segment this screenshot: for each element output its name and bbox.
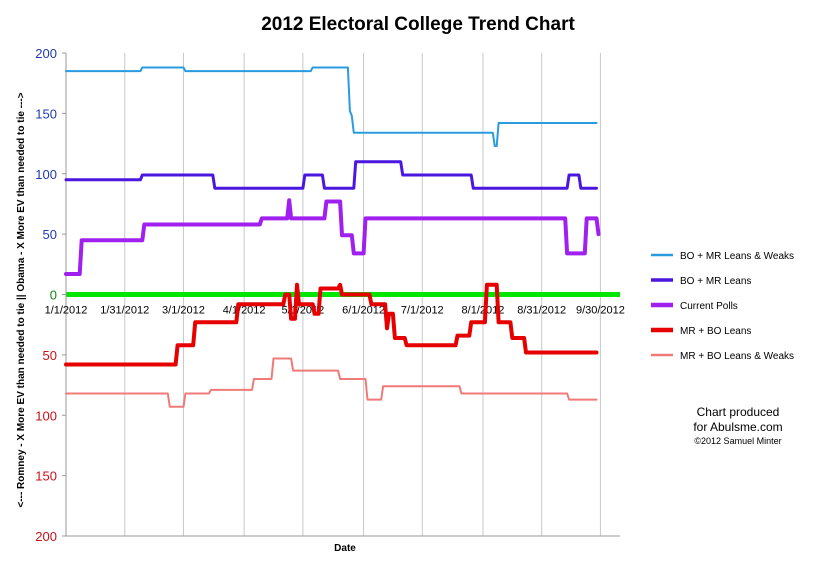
legend-label-0: BO + MR Leans & Weaks bbox=[680, 251, 794, 262]
series-line-3 bbox=[64, 282, 599, 367]
x-tick-label-0: 1/1/2012 bbox=[45, 305, 88, 317]
y-tick-label-2: 100 bbox=[35, 167, 57, 182]
credit-line-3: ©2012 Samuel Minter bbox=[694, 436, 781, 446]
legend-label-4: MR + BO Leans & Weaks bbox=[680, 351, 794, 362]
x-tick-label-9: 9/30/2012 bbox=[576, 305, 625, 317]
chart-title: 2012 Electoral College Trend Chart bbox=[261, 14, 575, 35]
legend: BO + MR Leans & Weaks BO + MR Leans Curren… bbox=[651, 251, 794, 362]
series-lines bbox=[64, 66, 601, 408]
y-tick-label-6: 100 bbox=[35, 408, 57, 423]
x-tick-label-6: 7/1/2012 bbox=[401, 305, 444, 317]
x-tick-label-1: 1/31/2012 bbox=[100, 305, 149, 317]
series-line-1 bbox=[64, 160, 598, 190]
y-tick-label-5: 50 bbox=[43, 348, 57, 363]
y-tick-label-0: 200 bbox=[35, 46, 57, 61]
x-tick-label-2: 3/1/2012 bbox=[162, 305, 205, 317]
y-tick-label-8: 200 bbox=[35, 529, 57, 544]
legend-label-1: BO + MR Leans bbox=[680, 276, 751, 287]
y-axis-title: <--- Romney - X More EV than needed to t… bbox=[16, 92, 27, 507]
x-tick-label-8: 8/31/2012 bbox=[517, 305, 566, 317]
x-tick-label-7: 8/1/2012 bbox=[462, 305, 505, 317]
series-line-4 bbox=[65, 357, 598, 408]
x-tick-label-3: 4/1/2012 bbox=[223, 305, 266, 317]
x-tick-label-5: 6/1/2012 bbox=[342, 305, 385, 317]
y-tick-label-1: 150 bbox=[35, 106, 57, 121]
x-axis-title: Date bbox=[334, 543, 356, 554]
y-tick-label-7: 150 bbox=[35, 469, 57, 484]
legend-label-2: Current Polls bbox=[680, 301, 738, 312]
y-tick-label-3: 50 bbox=[43, 227, 57, 242]
legend-label-3: MR + BO Leans bbox=[680, 326, 751, 337]
series-line-2 bbox=[64, 198, 601, 276]
y-tick-label-4: 0 bbox=[50, 288, 57, 303]
x-axis-ticks: 1/1/2012 1/31/2012 3/1/2012 4/1/2012 5/1/201… bbox=[45, 305, 625, 317]
series-line-0 bbox=[65, 66, 598, 147]
credit-line-1: Chart produced bbox=[697, 405, 780, 419]
credit-line-2: for Abulsme.com bbox=[693, 420, 782, 434]
y-axis-ticks: 200 150 100 50 0 50 100 150 200 bbox=[35, 46, 66, 544]
